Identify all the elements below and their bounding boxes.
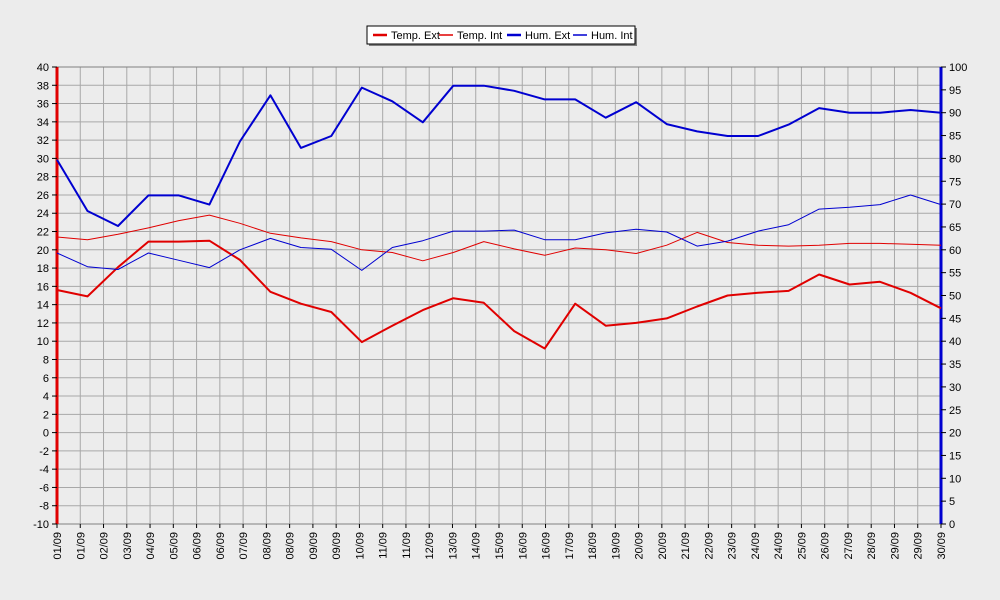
x-tick-label: 11/09: [401, 532, 413, 559]
right-tick-label: 90: [949, 108, 961, 120]
right-tick-label: 25: [949, 405, 961, 417]
left-tick-label: 0: [43, 428, 49, 440]
legend-label: Temp. Int: [457, 30, 502, 42]
right-tick-label: 30: [949, 382, 961, 394]
x-tick-label: 01/09: [52, 532, 64, 560]
right-tick-label: 10: [949, 473, 961, 485]
x-tick-label: 16/09: [541, 532, 553, 560]
right-tick-label: 95: [949, 85, 961, 97]
x-tick-label: 23/09: [727, 532, 739, 560]
right-tick-label: 40: [949, 336, 961, 348]
right-tick-label: 70: [949, 199, 961, 211]
legend-label: Temp. Ext: [391, 30, 440, 42]
x-tick-label: 22/09: [703, 532, 715, 560]
x-tick-label: 27/09: [843, 532, 855, 560]
right-tick-label: 60: [949, 245, 961, 257]
x-tick-label: 29/09: [889, 532, 901, 560]
right-tick-label: 100: [949, 62, 967, 74]
x-tick-label: 01/09: [75, 532, 87, 560]
x-tick-label: 08/09: [285, 532, 297, 560]
x-tick-label: 11/09: [378, 532, 390, 559]
x-tick-label: 13/09: [447, 532, 459, 560]
left-tick-label: 32: [37, 135, 49, 147]
left-tick-label: -2: [39, 446, 49, 458]
left-tick-label: 24: [37, 208, 49, 220]
x-tick-label: 06/09: [192, 532, 204, 560]
x-tick-label: 03/09: [122, 532, 134, 560]
left-tick-label: -6: [39, 482, 49, 494]
right-tick-label: 75: [949, 176, 961, 188]
x-tick-label: 24/09: [773, 532, 785, 560]
left-tick-label: -8: [39, 501, 49, 513]
legend: Temp. Ext Temp. Int Hum. Ext Hum. Int: [367, 26, 637, 46]
x-tick-label: 24/09: [750, 532, 762, 560]
x-tick-label: 17/09: [564, 532, 576, 560]
x-tick-label: 10/09: [354, 532, 366, 560]
left-tick-label: 28: [37, 172, 49, 184]
right-tick-label: 0: [949, 519, 955, 531]
right-tick-label: 55: [949, 268, 961, 280]
left-tick-label: 18: [37, 263, 49, 275]
x-tick-label: 30/09: [936, 532, 948, 560]
left-tick-label: 12: [37, 318, 49, 330]
left-tick-label: 20: [37, 245, 49, 257]
left-tick-label: -4: [39, 464, 49, 476]
left-tick-label: 38: [37, 80, 49, 92]
legend-label: Hum. Ext: [525, 30, 570, 42]
x-tick-label: 19/09: [610, 532, 622, 560]
left-tick-label: 36: [37, 99, 49, 111]
x-tick-label: 16/09: [517, 532, 529, 560]
x-tick-label: 09/09: [331, 532, 343, 560]
right-tick-label: 35: [949, 359, 961, 371]
x-tick-label: 21/09: [680, 532, 692, 560]
right-tick-label: 50: [949, 291, 961, 303]
right-tick-label: 15: [949, 450, 961, 462]
right-tick-label: 20: [949, 428, 961, 440]
left-tick-label: 8: [43, 354, 49, 366]
left-tick-label: 2: [43, 409, 49, 421]
left-tick-label: 10: [37, 336, 49, 348]
left-tick-label: 4: [43, 391, 49, 403]
left-tick-label: 30: [37, 153, 49, 165]
left-tick-label: -10: [33, 519, 49, 531]
left-tick-label: 6: [43, 373, 49, 385]
x-tick-label: 09/09: [308, 532, 320, 560]
left-tick-label: 40: [37, 62, 49, 74]
right-tick-label: 65: [949, 222, 961, 234]
left-tick-label: 26: [37, 190, 49, 202]
x-tick-label: 04/09: [145, 532, 157, 560]
x-tick-label: 05/09: [168, 532, 180, 560]
right-tick-label: 80: [949, 153, 961, 165]
x-tick-label: 20/09: [657, 532, 669, 560]
x-tick-label: 12/09: [424, 532, 436, 560]
x-tick-label: 18/09: [587, 532, 599, 560]
left-tick-label: 16: [37, 281, 49, 293]
right-tick-label: 85: [949, 131, 961, 143]
right-tick-label: 45: [949, 313, 961, 325]
x-tick-label: 15/09: [494, 532, 506, 560]
legend-label: Hum. Int: [591, 30, 633, 42]
x-tick-label: 28/09: [866, 532, 878, 560]
left-tick-label: 34: [37, 117, 49, 129]
left-tick-label: 22: [37, 227, 49, 239]
x-tick-label: 25/09: [796, 532, 808, 560]
x-tick-label: 29/09: [913, 532, 925, 560]
x-tick-label: 14/09: [471, 532, 483, 560]
left-tick-label: 14: [37, 300, 49, 312]
x-tick-label: 06/09: [215, 532, 227, 560]
x-tick-label: 07/09: [238, 532, 250, 560]
x-tick-label: 26/09: [820, 532, 832, 560]
x-tick-label: 02/09: [99, 532, 111, 560]
x-tick-label: 08/09: [261, 532, 273, 560]
right-tick-label: 5: [949, 496, 955, 508]
x-tick-label: 20/09: [634, 532, 646, 560]
